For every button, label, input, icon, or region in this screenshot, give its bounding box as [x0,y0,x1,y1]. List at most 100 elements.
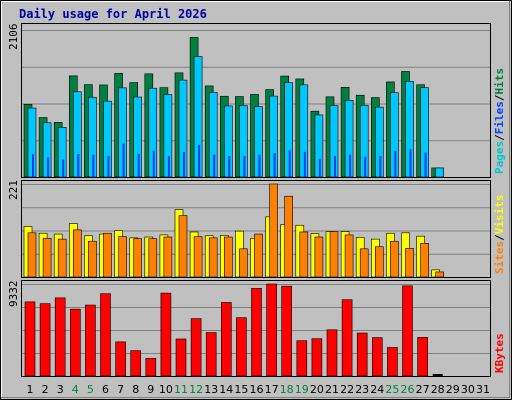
bar-sites [42,237,52,278]
x-tick-label: 25 [385,383,399,396]
bar-sites [329,231,339,278]
bar-pages [318,158,321,177]
bar-pages [379,156,382,177]
bar-sites [435,271,445,278]
bar-sites [314,236,324,278]
bar-sites [148,238,158,278]
bar-kbytes [175,338,187,377]
legend-text: KBytes [493,333,506,373]
bar-sites [88,240,97,278]
bar-kbytes [70,308,81,377]
bar-kbytes [387,347,398,377]
legend-entry: Hits [493,68,506,95]
bar-pages [228,156,231,177]
x-tick-label: 17 [265,383,279,396]
legend-kbytes: KBytes [493,333,506,373]
x-tick-label: 2 [42,383,49,396]
bar-sites [269,183,278,278]
bars-kbytes [24,283,443,377]
legend-entry: Sites [493,241,506,274]
panel-visits-sites: 221 Sites/Visits [7,180,506,278]
bar-kbytes [417,336,428,377]
x-tick-label: 1 [27,383,34,396]
bar-pages [167,156,170,177]
bar-sites [239,248,248,278]
bar-kbytes [39,303,51,377]
bar-kbytes [85,304,96,377]
bar-kbytes [190,318,202,377]
x-tick-label: 24 [370,383,384,396]
x-tick-label: 19 [295,383,309,396]
bar-sites [178,215,188,278]
bar-sites [359,248,369,278]
bar-kbytes [54,297,66,377]
bar-sites [390,240,399,278]
bar-kbytes [100,293,111,377]
x-tick-label: 13 [204,383,218,396]
x-tick-label: 27 [416,383,430,396]
x-tick-label: 26 [401,383,415,396]
bar-kbytes [145,358,157,377]
x-tick-label: 12 [189,383,203,396]
legend-hits-files-pages: Pages/Files/Hits [493,68,506,174]
bar-pages [258,154,261,177]
bar-kbytes [402,285,413,377]
x-tick-label: 6 [102,383,109,396]
bar-pages [334,156,336,177]
bar-pages [92,154,95,177]
bar-kbytes [115,341,126,377]
bar-kbytes [130,350,141,377]
legend-text: Sites/Visits [493,195,506,275]
bar-pages [213,154,216,177]
legend-entry: Files [493,101,506,134]
bar-kbytes [24,301,36,377]
x-tick-label: 5 [87,383,94,396]
bar-sites [163,236,173,278]
bar-sites [299,231,309,278]
bar-pages [198,144,201,177]
bar-sites [284,195,294,278]
bar-sites [73,229,82,278]
bar-kbytes [236,317,247,377]
bar-sites [374,246,384,278]
bar-kbytes [266,283,277,377]
x-tick-label: 14 [219,383,233,396]
x-tick-label: 4 [72,383,79,396]
bar-sites [254,233,263,278]
bar-pages [122,143,125,177]
ymax-label-kbytes: 9332 [7,281,20,308]
bar-sites [405,248,414,278]
bar-pages [394,151,397,177]
bar-pages [77,153,80,177]
bar-kbytes [281,285,293,377]
bar-sites [208,237,218,278]
bar-kbytes [311,338,323,377]
x-tick-label: 21 [325,383,339,396]
legend-entry: / [493,234,506,241]
bar-pages [273,153,276,177]
bar-pages [364,156,367,177]
bar-files [435,167,445,178]
ymax-label-hits: 2106 [7,24,20,51]
ymax-label-visits: 221 [7,180,20,200]
bar-kbytes [432,374,443,376]
x-tick-label: 10 [159,383,173,396]
panel-kbytes: 9332 KBytes [7,280,506,377]
bar-kbytes [341,299,353,377]
legend-text: Pages/Files/Hits [493,68,506,174]
bar-kbytes [326,329,338,377]
bar-pages [32,153,34,177]
legend-entry: Pages [493,141,506,174]
bar-sites [133,238,142,278]
legend-entry: Visits [493,195,506,235]
bar-sites [420,243,429,278]
bar-kbytes [356,332,368,377]
bar-pages [62,159,65,177]
bar-pages [288,150,291,177]
legend-entry: / [493,94,506,101]
bar-pages [303,151,306,177]
legend-entry: / [493,134,506,141]
bar-pages [349,154,352,177]
bar-kbytes [251,287,262,377]
